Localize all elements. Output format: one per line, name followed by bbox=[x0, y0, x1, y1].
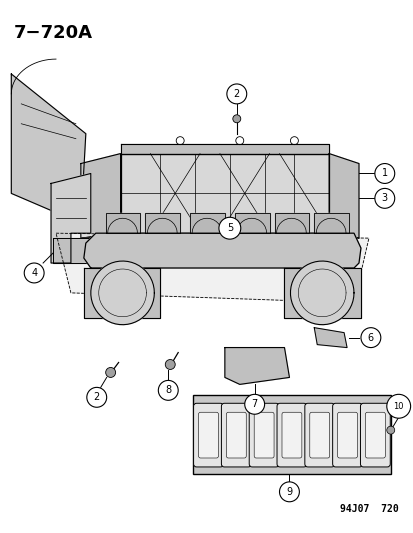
FancyBboxPatch shape bbox=[304, 403, 334, 467]
Circle shape bbox=[244, 394, 264, 414]
Text: 10: 10 bbox=[392, 402, 403, 411]
Text: 7−720A: 7−720A bbox=[13, 25, 92, 42]
Polygon shape bbox=[120, 144, 328, 154]
Polygon shape bbox=[81, 233, 358, 238]
Text: 2: 2 bbox=[233, 89, 240, 99]
Polygon shape bbox=[290, 261, 353, 325]
FancyBboxPatch shape bbox=[276, 403, 306, 467]
Polygon shape bbox=[90, 261, 154, 325]
FancyBboxPatch shape bbox=[360, 403, 389, 467]
Polygon shape bbox=[83, 233, 360, 268]
Polygon shape bbox=[81, 154, 120, 238]
Circle shape bbox=[226, 84, 246, 104]
Polygon shape bbox=[145, 213, 180, 233]
Text: 4: 4 bbox=[31, 268, 37, 278]
Circle shape bbox=[165, 360, 175, 369]
Polygon shape bbox=[120, 154, 328, 233]
FancyBboxPatch shape bbox=[193, 403, 223, 467]
FancyBboxPatch shape bbox=[249, 403, 278, 467]
Circle shape bbox=[374, 188, 394, 208]
FancyBboxPatch shape bbox=[226, 412, 246, 458]
FancyBboxPatch shape bbox=[337, 412, 356, 458]
Polygon shape bbox=[51, 173, 90, 263]
Circle shape bbox=[386, 426, 394, 434]
Polygon shape bbox=[274, 213, 309, 233]
Text: 9: 9 bbox=[286, 487, 292, 497]
FancyBboxPatch shape bbox=[192, 395, 390, 474]
Polygon shape bbox=[190, 213, 224, 233]
Circle shape bbox=[232, 115, 240, 123]
Polygon shape bbox=[313, 213, 348, 233]
FancyBboxPatch shape bbox=[365, 412, 385, 458]
Text: 7: 7 bbox=[251, 399, 257, 409]
Polygon shape bbox=[234, 213, 269, 233]
FancyBboxPatch shape bbox=[254, 412, 273, 458]
Polygon shape bbox=[224, 348, 289, 384]
Text: 5: 5 bbox=[226, 223, 233, 233]
Circle shape bbox=[279, 482, 299, 502]
Polygon shape bbox=[105, 213, 140, 233]
Polygon shape bbox=[328, 154, 358, 238]
Polygon shape bbox=[11, 74, 85, 223]
Circle shape bbox=[105, 367, 115, 377]
Circle shape bbox=[360, 328, 380, 348]
Circle shape bbox=[24, 263, 44, 283]
Polygon shape bbox=[56, 233, 368, 303]
Circle shape bbox=[386, 394, 410, 418]
Circle shape bbox=[87, 387, 107, 407]
Polygon shape bbox=[53, 238, 88, 263]
Circle shape bbox=[374, 164, 394, 183]
Text: 3: 3 bbox=[381, 193, 387, 204]
Polygon shape bbox=[284, 268, 360, 318]
Text: 2: 2 bbox=[93, 392, 100, 402]
Polygon shape bbox=[83, 268, 160, 318]
FancyBboxPatch shape bbox=[332, 403, 361, 467]
FancyBboxPatch shape bbox=[221, 403, 251, 467]
Text: 8: 8 bbox=[165, 385, 171, 395]
Text: 1: 1 bbox=[381, 168, 387, 179]
Polygon shape bbox=[313, 328, 346, 348]
Circle shape bbox=[218, 217, 240, 239]
FancyBboxPatch shape bbox=[309, 412, 329, 458]
FancyBboxPatch shape bbox=[281, 412, 301, 458]
Text: 94J07  720: 94J07 720 bbox=[339, 504, 397, 514]
FancyBboxPatch shape bbox=[198, 412, 218, 458]
Circle shape bbox=[158, 381, 178, 400]
Text: 6: 6 bbox=[367, 333, 373, 343]
